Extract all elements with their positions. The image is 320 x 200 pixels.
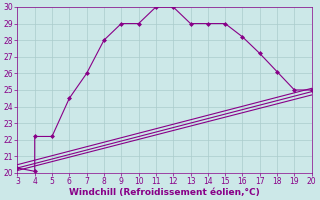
- X-axis label: Windchill (Refroidissement éolien,°C): Windchill (Refroidissement éolien,°C): [69, 188, 260, 197]
